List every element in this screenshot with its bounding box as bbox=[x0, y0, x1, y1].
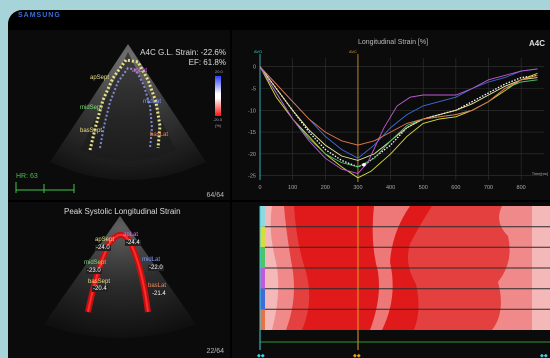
peak-strain-title: Peak Systolic Longitudinal Strain bbox=[64, 207, 181, 216]
gls-label: A4C G.L. Strain: -22.6% bbox=[140, 48, 226, 57]
peak-strain-image bbox=[44, 216, 196, 338]
x-tick-label: 700 bbox=[484, 185, 493, 191]
x-tick-label: 200 bbox=[321, 185, 330, 191]
app-screen: SAMSUNG bbox=[8, 10, 550, 358]
value-baslat: -21.4 bbox=[151, 291, 167, 297]
avc-marker-label: AVC bbox=[349, 49, 357, 54]
x-unit-label: Time[ms] bbox=[531, 171, 548, 176]
label-baslat: basLat bbox=[148, 283, 167, 289]
x-tick-label: 300 bbox=[353, 185, 362, 191]
segment-label-midsept: midSept bbox=[80, 105, 103, 111]
echo-tracking-image bbox=[15, 44, 221, 193]
segment-label-midlat: midLat bbox=[143, 99, 162, 105]
peak-marker bbox=[362, 162, 366, 167]
label-apsept: apSept bbox=[95, 237, 115, 243]
hr-label: HR: 63 bbox=[16, 173, 38, 180]
strain-series-4 bbox=[259, 66, 538, 159]
y-tick-label: -10 bbox=[248, 108, 256, 114]
y-tick-label: -15 bbox=[248, 130, 256, 136]
strain-series-3 bbox=[259, 66, 538, 168]
svg-text:◆◆: ◆◆ bbox=[540, 353, 548, 358]
label-midsept: midSept bbox=[84, 260, 107, 266]
strain-heatmap[interactable]: ◆◆ ◆◆ ◆◆ bbox=[232, 202, 550, 358]
peak-strain-panel[interactable]: Peak Systolic Longitudinal Strain apSept… bbox=[8, 202, 230, 358]
strain-series-0 bbox=[259, 66, 538, 168]
y-tick-label: -20 bbox=[248, 152, 256, 158]
segment-label-aplat: apLat bbox=[132, 68, 148, 74]
value-midlat: -22.0 bbox=[148, 265, 164, 271]
segment-label-bassept: basSept bbox=[80, 128, 103, 134]
label-aplat: apLat bbox=[123, 232, 139, 238]
x-tick-label: 500 bbox=[419, 185, 428, 191]
echo-tracking-panel[interactable]: A4C G.L. Strain: -22.6% EF: 61.8% 20.0 -… bbox=[8, 30, 230, 200]
frame-counter-bottom: 22/64 bbox=[206, 348, 224, 355]
ef-label: EF: 61.8% bbox=[188, 58, 226, 67]
value-apsept: -24.0 bbox=[95, 245, 111, 251]
view-label: A4C bbox=[528, 39, 545, 48]
label-midlat: midLat bbox=[142, 257, 161, 263]
strain-curve-panel[interactable]: 0 -5 -10 -15 -20 -25 0 100 200 300 400 500 600 700 800… bbox=[232, 30, 550, 200]
value-aplat: -24.4 bbox=[125, 240, 141, 246]
strain-series-2 bbox=[259, 66, 538, 161]
y-tick-label: -25 bbox=[248, 174, 256, 180]
colorbar-unit: (%) bbox=[215, 123, 222, 128]
strain-series-5 bbox=[259, 66, 538, 175]
strain-chart-title: Longitudinal Strain [%] bbox=[358, 39, 429, 46]
colorbar-bottom: -20.0 bbox=[213, 117, 223, 122]
value-bassept: -20.4 bbox=[92, 286, 108, 292]
x-tick-label: 0 bbox=[258, 185, 261, 191]
colorbar-top: 20.0 bbox=[215, 69, 223, 74]
avo-marker-label: AVO bbox=[254, 49, 263, 54]
value-midsept: -23.0 bbox=[86, 268, 102, 274]
svg-text:◆◆: ◆◆ bbox=[353, 353, 361, 358]
x-tick-label: 600 bbox=[451, 185, 460, 191]
x-tick-label: 100 bbox=[288, 185, 297, 191]
frame-counter-top: 64/64 bbox=[206, 192, 224, 199]
y-tick-label: 0 bbox=[253, 65, 256, 71]
colorbar bbox=[215, 76, 221, 116]
strain-curve-chart[interactable]: 0-5-10-15-20-250 100 200 300 400 500 600 700 800 bbox=[232, 30, 550, 200]
segment-label-baslat: basLat bbox=[150, 132, 169, 138]
brand-logo: SAMSUNG bbox=[18, 12, 61, 19]
strain-series-6 bbox=[259, 66, 538, 146]
x-tick-label: 400 bbox=[386, 185, 395, 191]
x-tick-label: 800 bbox=[517, 185, 526, 191]
y-tick-label: -5 bbox=[251, 87, 256, 93]
strain-heatmap-panel[interactable]: ◆◆ ◆◆ ◆◆ bbox=[232, 202, 550, 358]
segment-label-apsept: apSept bbox=[90, 75, 110, 81]
label-bassept: basSept bbox=[88, 279, 111, 285]
svg-text:◆◆: ◆◆ bbox=[257, 353, 265, 358]
